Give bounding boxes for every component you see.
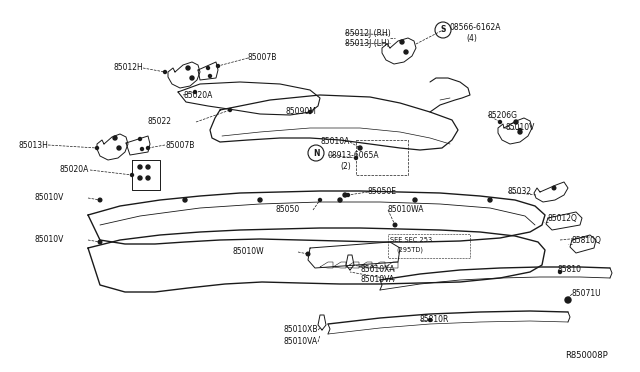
Text: 85010V: 85010V: [505, 124, 534, 132]
Text: 85010XA: 85010XA: [360, 266, 395, 275]
Text: 85010V: 85010V: [35, 235, 64, 244]
Circle shape: [193, 90, 196, 93]
Text: 85010VA: 85010VA: [284, 337, 318, 346]
Circle shape: [95, 147, 99, 150]
Circle shape: [565, 297, 571, 303]
Circle shape: [141, 148, 143, 151]
Circle shape: [355, 157, 358, 160]
Circle shape: [117, 146, 121, 150]
Text: R850008P: R850008P: [565, 352, 608, 360]
Text: 85013H: 85013H: [18, 141, 48, 150]
Circle shape: [404, 50, 408, 54]
Text: N: N: [313, 148, 319, 157]
Circle shape: [146, 165, 150, 169]
Text: 85010W: 85010W: [232, 247, 264, 257]
Circle shape: [499, 121, 502, 124]
Circle shape: [488, 198, 492, 202]
Circle shape: [228, 109, 232, 112]
Circle shape: [518, 130, 522, 134]
Text: (295TD): (295TD): [396, 247, 423, 253]
Text: 85050: 85050: [275, 205, 300, 215]
Text: 85007B: 85007B: [165, 141, 195, 150]
Text: 85020A: 85020A: [60, 166, 90, 174]
Text: (2): (2): [340, 161, 351, 170]
Circle shape: [358, 146, 362, 150]
Circle shape: [209, 74, 211, 77]
Circle shape: [138, 138, 141, 141]
Circle shape: [552, 186, 556, 190]
Circle shape: [258, 198, 262, 202]
Text: 85010WA: 85010WA: [388, 205, 424, 215]
Circle shape: [319, 199, 321, 202]
Circle shape: [400, 40, 404, 44]
Circle shape: [98, 198, 102, 202]
Text: S: S: [440, 26, 445, 35]
Text: 85010XB: 85010XB: [284, 326, 318, 334]
Text: 85010VA: 85010VA: [361, 276, 395, 285]
Text: 08566-6162A: 08566-6162A: [450, 23, 502, 32]
Circle shape: [559, 270, 561, 273]
Text: 85013J (LH): 85013J (LH): [345, 38, 390, 48]
Text: 85012J (RH): 85012J (RH): [345, 29, 391, 38]
Text: 85810: 85810: [558, 266, 582, 275]
Circle shape: [190, 76, 194, 80]
Text: 85020A: 85020A: [183, 90, 212, 99]
Text: 85050E: 85050E: [368, 187, 397, 196]
Text: 85032: 85032: [508, 187, 532, 196]
Text: 85010A: 85010A: [321, 138, 350, 147]
Text: 85012Q: 85012Q: [548, 214, 578, 222]
Circle shape: [207, 67, 209, 70]
Circle shape: [131, 173, 134, 176]
Circle shape: [514, 120, 518, 124]
Circle shape: [138, 165, 142, 169]
Circle shape: [183, 198, 187, 202]
Circle shape: [146, 176, 150, 180]
Text: 85022: 85022: [148, 118, 172, 126]
Circle shape: [413, 198, 417, 202]
Circle shape: [216, 64, 220, 67]
Circle shape: [113, 136, 117, 140]
Circle shape: [393, 223, 397, 227]
Text: 85010V: 85010V: [35, 193, 64, 202]
Text: SEE SEC 253: SEE SEC 253: [390, 237, 432, 243]
Text: 85071U: 85071U: [572, 289, 602, 298]
Text: 85012H: 85012H: [113, 64, 143, 73]
Text: 85206G: 85206G: [488, 110, 518, 119]
Circle shape: [308, 110, 312, 113]
Text: 85007B: 85007B: [248, 54, 277, 62]
Text: 85090M: 85090M: [285, 108, 316, 116]
Circle shape: [306, 252, 310, 256]
Text: (4): (4): [466, 33, 477, 42]
Circle shape: [147, 147, 150, 150]
Circle shape: [343, 193, 347, 197]
Circle shape: [138, 176, 142, 180]
Text: 85810Q: 85810Q: [572, 235, 602, 244]
Circle shape: [338, 198, 342, 202]
Circle shape: [346, 193, 349, 196]
Circle shape: [518, 128, 522, 131]
Circle shape: [429, 318, 431, 321]
Text: 08913-6065A: 08913-6065A: [328, 151, 380, 160]
Text: 85810R: 85810R: [420, 315, 449, 324]
Circle shape: [98, 240, 102, 244]
Circle shape: [186, 66, 190, 70]
Circle shape: [163, 71, 166, 74]
